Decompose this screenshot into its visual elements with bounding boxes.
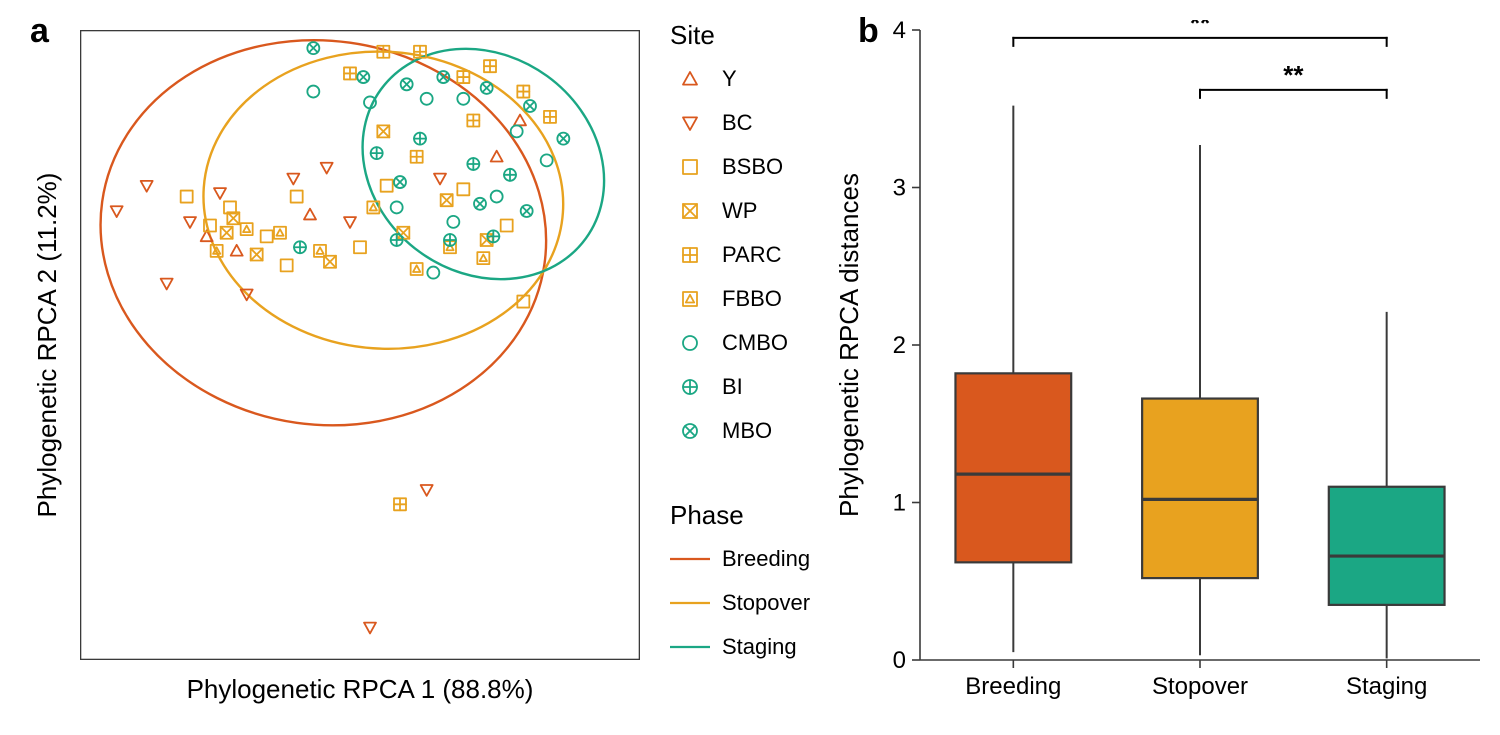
legend-site-label: MBO bbox=[722, 418, 772, 444]
legend-phase-breeding: Breeding bbox=[670, 546, 810, 572]
legend-site-bsbo: BSBO bbox=[670, 154, 783, 180]
svg-text:2: 2 bbox=[893, 332, 906, 359]
svg-text:3: 3 bbox=[893, 175, 906, 202]
legend-site-bi: BI bbox=[670, 374, 743, 400]
legend-site-y: Y bbox=[670, 66, 737, 92]
legend-phase-label: Stopover bbox=[722, 590, 810, 616]
legend-phase-stopover: Stopover bbox=[670, 590, 810, 616]
panel-a-xlabel: Phylogenetic RPCA 1 (88.8%) bbox=[80, 674, 640, 705]
svg-text:Staging: Staging bbox=[1346, 673, 1427, 700]
scatter-plot bbox=[80, 30, 640, 660]
legend-site-cmbo: CMBO bbox=[670, 330, 788, 356]
boxplot: 0 1 2 3 4 Breeding Stopover Staging ** ** bbox=[850, 20, 1490, 710]
svg-text:**: ** bbox=[1190, 20, 1211, 38]
legend-site-label: CMBO bbox=[722, 330, 788, 356]
panel-b-ylabel: Phylogenetic RPCA distances bbox=[834, 30, 865, 660]
legend-phase-label: Staging bbox=[722, 634, 797, 660]
legend-site-label: BI bbox=[722, 374, 743, 400]
svg-text:**: ** bbox=[1283, 60, 1304, 90]
svg-text:Stopover: Stopover bbox=[1152, 673, 1248, 700]
legend-phase-staging: Staging bbox=[670, 634, 797, 660]
svg-text:Breeding: Breeding bbox=[965, 673, 1061, 700]
legend-site-wp: WP bbox=[670, 198, 757, 224]
legend-site-parc: PARC bbox=[670, 242, 782, 268]
figure-root: aPhylogenetic RPCA 1 (88.8%)Phylogenetic… bbox=[0, 0, 1500, 735]
svg-text:4: 4 bbox=[893, 20, 906, 44]
legend-site-label: PARC bbox=[722, 242, 782, 268]
legend-site-mbo: MBO bbox=[670, 418, 772, 444]
svg-text:0: 0 bbox=[893, 647, 906, 674]
legend-site-fbbo: FBBO bbox=[670, 286, 782, 312]
legend-phase-title: Phase bbox=[670, 500, 744, 531]
panel-a-ylabel: Phylogenetic RPCA 2 (11.2%) bbox=[32, 30, 63, 660]
legend-site-bc: BC bbox=[670, 110, 753, 136]
legend-site-label: Y bbox=[722, 66, 737, 92]
legend-site-label: BSBO bbox=[722, 154, 783, 180]
legend-site-label: WP bbox=[722, 198, 757, 224]
legend-site-label: BC bbox=[722, 110, 753, 136]
svg-text:1: 1 bbox=[893, 490, 906, 517]
legend-site-label: FBBO bbox=[722, 286, 782, 312]
legend-site-title: Site bbox=[670, 20, 715, 51]
legend-phase-label: Breeding bbox=[722, 546, 810, 572]
